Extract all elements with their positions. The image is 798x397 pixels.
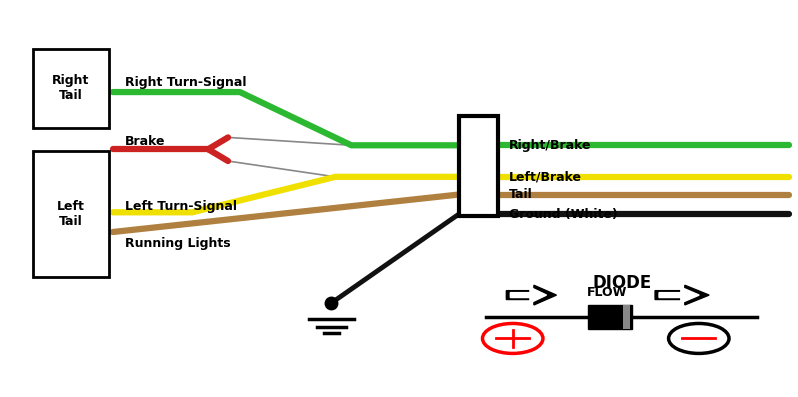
Circle shape (669, 324, 729, 353)
Polygon shape (511, 287, 547, 303)
Circle shape (483, 324, 543, 353)
Text: Right
Tail: Right Tail (53, 74, 89, 102)
Bar (588, 305, 631, 329)
Bar (459, 116, 499, 216)
Polygon shape (655, 285, 709, 305)
Text: Running Lights: Running Lights (124, 237, 231, 251)
Text: DIODE: DIODE (592, 274, 651, 292)
Polygon shape (507, 285, 556, 305)
Text: Ground (White): Ground (White) (509, 208, 618, 221)
Text: Left
Tail: Left Tail (57, 200, 85, 228)
Text: Right/Brake: Right/Brake (509, 139, 591, 152)
Bar (623, 305, 630, 329)
Bar (34, 49, 109, 127)
Text: Tail: Tail (509, 188, 532, 201)
Text: Right Turn-Signal: Right Turn-Signal (124, 76, 246, 89)
Bar (34, 151, 109, 278)
Polygon shape (659, 287, 699, 303)
Text: FLOW: FLOW (587, 286, 627, 299)
Text: Brake: Brake (124, 135, 165, 148)
Text: Left/Brake: Left/Brake (509, 170, 582, 183)
Text: Left Turn-Signal: Left Turn-Signal (124, 200, 237, 213)
